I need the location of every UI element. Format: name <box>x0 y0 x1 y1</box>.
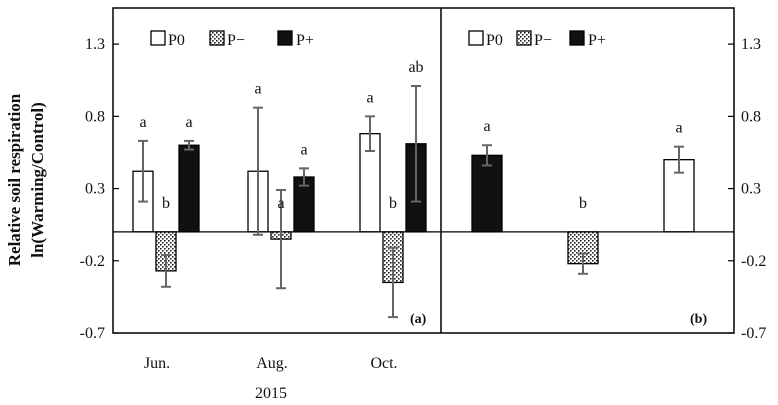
legend-a-swatch-pminus <box>209 30 225 46</box>
significance-letter-a-oct-dotted: b <box>389 195 397 212</box>
legend-a-swatch-p0 <box>150 30 166 46</box>
legend-a-label-p0: P0 <box>168 32 185 49</box>
y-tick-label-right: -0.7 <box>741 325 766 342</box>
legend-a-label-pplus: P+ <box>296 32 314 49</box>
significance-letter-b-dotted: b <box>579 195 587 212</box>
significance-letter-a-jun-dotted: b <box>162 195 170 212</box>
legend-a-label-pminus: P− <box>227 32 245 49</box>
x-label-oct: Oct. <box>370 355 397 372</box>
significance-letter-b-white: a <box>675 120 682 137</box>
y-tick-label-left: 1.3 <box>85 36 105 53</box>
significance-letter-b-black: a <box>483 118 490 135</box>
legend-b-label-p0: P0 <box>486 32 503 49</box>
y-tick-label-right: 0.3 <box>741 181 761 198</box>
y-axis-label-line1: Relative soil respiration <box>5 93 24 266</box>
panel-a-tag: (a) <box>410 312 427 327</box>
x-year-label: 2015 <box>255 385 287 402</box>
bar-marks <box>132 133 695 284</box>
y-tick-label-left: 0.8 <box>85 108 105 125</box>
legend-b-label-pplus: P+ <box>588 32 606 49</box>
panel-b-tag: (b) <box>690 312 707 327</box>
significance-letter-a-jun-white: a <box>139 114 146 131</box>
plot-frame <box>112 7 735 334</box>
significance-letter-a-aug-white: a <box>254 81 261 98</box>
legend-b-swatch-pplus <box>569 30 585 46</box>
legend-a-swatch-pplus <box>277 30 293 46</box>
y-tick-label-right: -0.2 <box>741 253 766 270</box>
significance-letter-a-jun-black: a <box>185 114 192 131</box>
y-tick-label-right: 0.8 <box>741 108 761 125</box>
y-axis-label-line2: ln(Warming/Control) <box>28 102 47 258</box>
significance-letter-a-oct-black: ab <box>408 59 423 76</box>
legend-a: P0 P− P+ <box>150 30 314 49</box>
significance-letter-a-oct-white: a <box>366 89 373 106</box>
y-tick-label-left: -0.2 <box>80 253 105 270</box>
y-tick-label-left: -0.7 <box>80 325 105 342</box>
significance-letter-a-aug-black: a <box>300 141 307 158</box>
legend-b: P0 P− P+ <box>468 30 606 49</box>
y-tick-label-left: 0.3 <box>85 181 105 198</box>
bar-a-jun-black <box>178 144 200 233</box>
bar-b-black <box>471 154 503 233</box>
y-axis-ticks: 1.3 1.3 0.8 0.8 0.3 0.3 -0.2 -0.2 -0.7 -0.7 <box>80 36 767 342</box>
significance-letter-a-aug-dotted: a <box>277 195 284 212</box>
x-label-jun: Jun. <box>144 355 170 372</box>
y-tick-label-right: 1.3 <box>741 36 761 53</box>
x-label-aug: Aug. <box>256 355 288 372</box>
legend-b-swatch-p0 <box>468 30 484 46</box>
legend-b-swatch-pminus <box>516 30 532 46</box>
error-bars <box>138 85 684 319</box>
legend-b-label-pminus: P− <box>534 32 552 49</box>
